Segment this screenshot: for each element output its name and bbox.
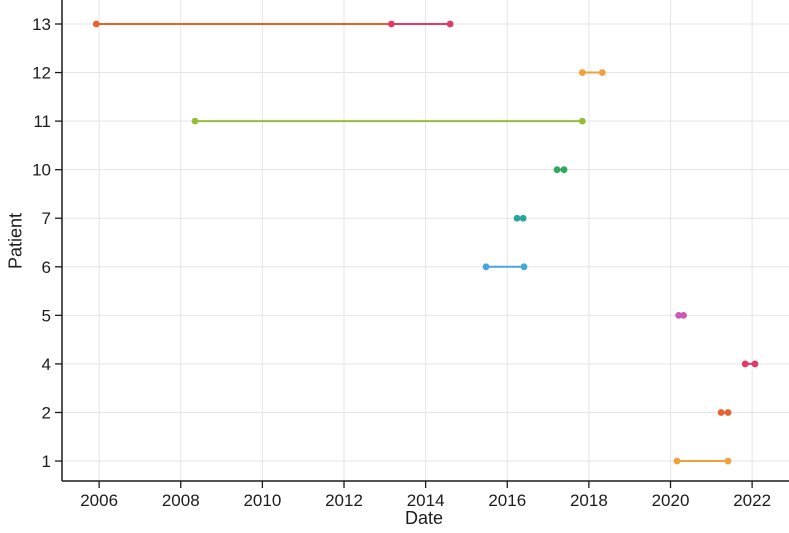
patient-12-marker <box>578 69 586 76</box>
patient-2-marker <box>717 409 725 416</box>
patient-11-marker <box>578 117 586 125</box>
patient-1-marker <box>673 457 681 465</box>
y-tick-label: 10 <box>32 161 51 180</box>
patient-7-marker <box>519 214 527 222</box>
y-tick-label: 6 <box>42 258 51 277</box>
x-tick-label: 2022 <box>733 491 771 510</box>
x-axis-title: Date <box>404 508 444 528</box>
patient-5-marker <box>675 311 683 319</box>
patient-6-marker <box>482 263 490 271</box>
x-tick-label: 2012 <box>325 491 363 510</box>
y-tick-label: 12 <box>32 64 51 83</box>
patient-10-marker <box>560 166 568 174</box>
patient-10-marker <box>553 166 561 174</box>
x-tick-label: 2014 <box>407 491 445 510</box>
patient-6-marker <box>520 263 528 271</box>
y-tick-label: 11 <box>33 112 51 131</box>
patient-5-marker <box>680 311 687 319</box>
y-axis-title: Patient <box>5 212 26 270</box>
patient-4-marker <box>751 360 759 368</box>
y-tick-label: 2 <box>42 403 51 422</box>
x-tick-label: 2008 <box>162 491 200 510</box>
patient-13-marker <box>446 20 454 28</box>
patient-2-marker <box>724 409 732 416</box>
y-tick-label: 5 <box>42 306 51 325</box>
x-tick-label: 2010 <box>243 491 281 510</box>
x-tick-label: 2020 <box>652 491 690 510</box>
y-tick-label: 13 <box>32 15 51 34</box>
x-tick-label: 2006 <box>80 491 118 510</box>
y-tick-label: 7 <box>42 209 51 228</box>
patient-4-marker <box>741 360 749 368</box>
patient-11-marker <box>191 117 199 125</box>
y-tick-label: 4 <box>42 355 51 374</box>
patient-1-marker <box>724 457 732 465</box>
patient-13-marker <box>92 20 100 28</box>
y-tick-label: 1 <box>42 452 51 471</box>
patient-13-marker <box>387 20 395 28</box>
patient-7-marker <box>513 214 521 222</box>
x-tick-label: 2018 <box>570 491 608 510</box>
patient-12-marker <box>598 69 606 76</box>
x-tick-label: 2016 <box>488 491 526 510</box>
